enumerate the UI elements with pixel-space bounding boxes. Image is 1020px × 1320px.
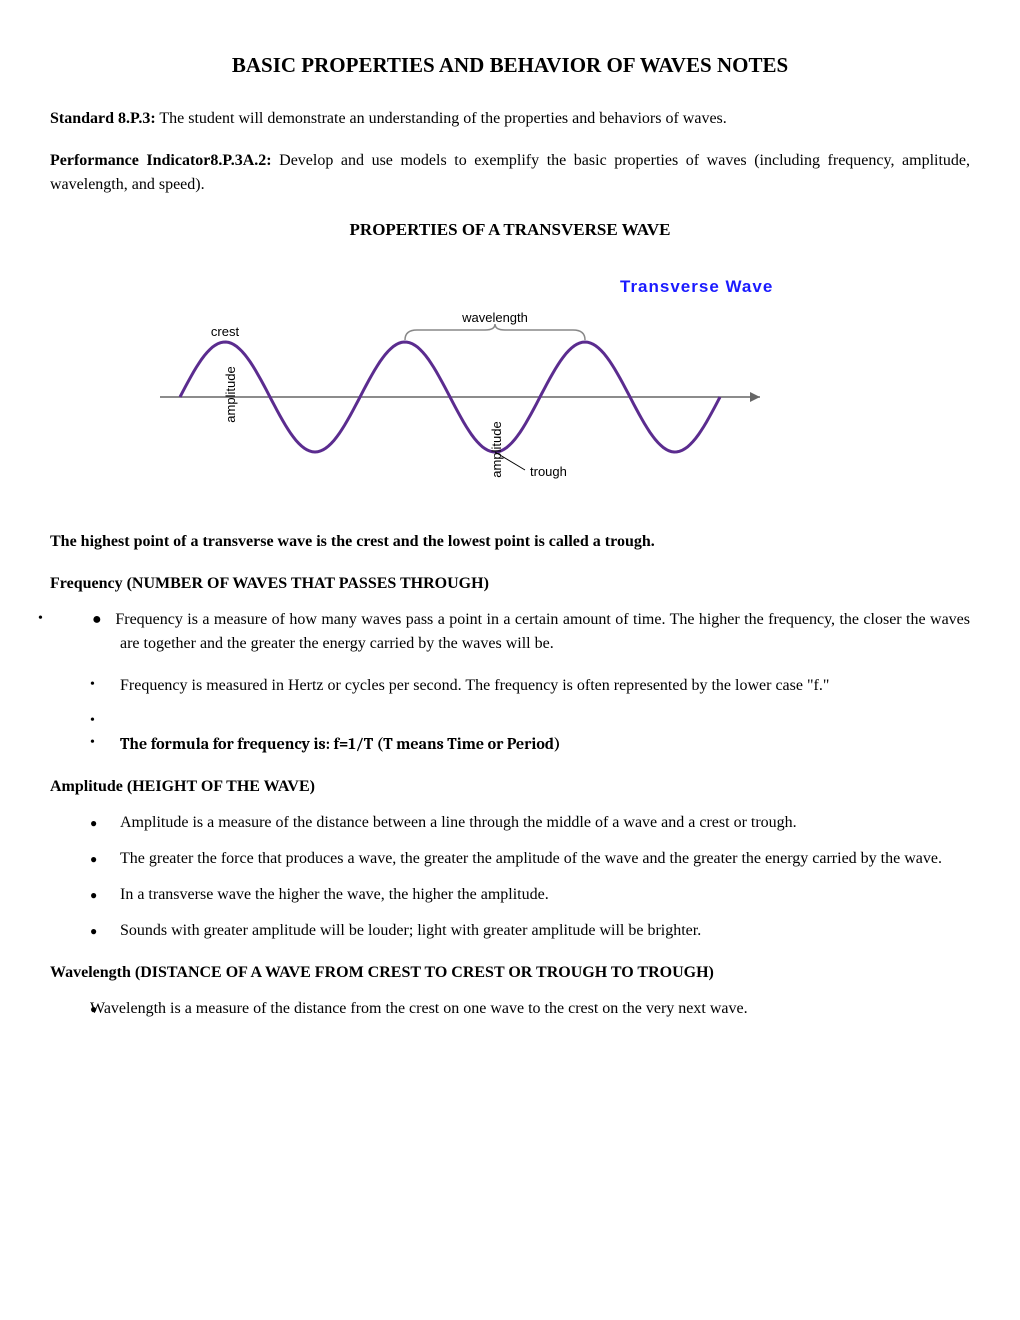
indicator-label: Performance Indicator8.P.3A.2:: [50, 152, 272, 169]
wavelength-bullets: Wavelength is a measure of the distance …: [50, 997, 970, 1021]
standard-paragraph: Standard 8.P.3: The student will demonst…: [50, 107, 970, 131]
wavelength-bullet-1: Wavelength is a measure of the distance …: [50, 997, 970, 1021]
frequency-bullet-empty: [50, 710, 970, 720]
trough-label: trough: [530, 464, 567, 479]
standard-label: Standard 8.P.3:: [50, 110, 156, 127]
amplitude-bullet-1: Amplitude is a measure of the distance b…: [50, 811, 970, 835]
frequency-bullets: ● Frequency is a measure of how many wav…: [50, 608, 970, 656]
amplitude-label-bottom: amplitude: [489, 421, 504, 477]
frequency-formula: The formula for frequency is: f=1/T (T m…: [50, 732, 970, 757]
axis-arrowhead: [750, 392, 760, 402]
transverse-wave-diagram: Transverse Wave wavelength crest amplitude a…: [50, 267, 970, 505]
frequency-bullet-1: ● Frequency is a measure of how many wav…: [50, 608, 970, 656]
wavelength-bracket: [405, 324, 585, 340]
amplitude-bullets: Amplitude is a measure of the distance b…: [50, 811, 970, 943]
indicator-paragraph: Performance Indicator8.P.3A.2: Develop a…: [50, 149, 970, 197]
section-title: PROPERTIES OF A TRANSVERSE WAVE: [50, 217, 970, 243]
amplitude-bullet-2: The greater the force that produces a wa…: [50, 847, 970, 871]
crest-label: crest: [211, 324, 240, 339]
page-title: BASIC PROPERTIES AND BEHAVIOR OF WAVES N…: [50, 50, 970, 82]
amplitude-bullet-3: In a transverse wave the higher the wave…: [50, 883, 970, 907]
crest-trough-statement: The highest point of a transverse wave i…: [50, 530, 970, 554]
standard-text: The student will demonstrate an understa…: [156, 110, 727, 127]
amplitude-label-top: amplitude: [223, 366, 238, 422]
frequency-heading: Frequency (NUMBER OF WAVES THAT PASSES T…: [50, 572, 970, 596]
amplitude-heading: Amplitude (HEIGHT OF THE WAVE): [50, 775, 970, 799]
frequency-bullet-2: Frequency is measured in Hertz or cycles…: [50, 674, 970, 698]
wavelength-heading: Wavelength (DISTANCE OF A WAVE FROM CRES…: [50, 961, 970, 985]
diagram-title-text: Transverse Wave: [620, 277, 773, 296]
amplitude-bullet-4: Sounds with greater amplitude will be lo…: [50, 919, 970, 943]
wavelength-label: wavelength: [461, 310, 528, 325]
frequency-bullets-2: Frequency is measured in Hertz or cycles…: [50, 674, 970, 757]
